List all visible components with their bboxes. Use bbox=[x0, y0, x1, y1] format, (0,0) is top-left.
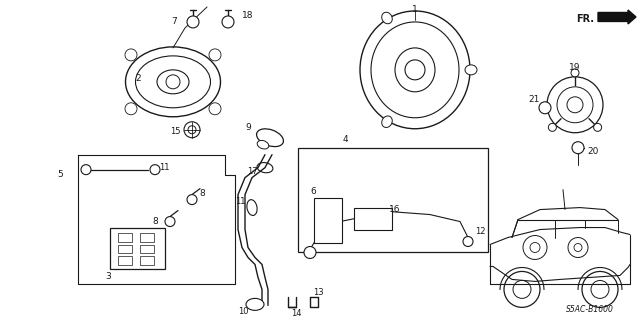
Ellipse shape bbox=[125, 47, 221, 117]
Circle shape bbox=[209, 49, 221, 61]
Circle shape bbox=[187, 16, 199, 28]
Bar bbox=[140, 244, 154, 254]
Text: S5AC-B1600: S5AC-B1600 bbox=[566, 305, 614, 314]
Circle shape bbox=[187, 195, 197, 204]
Text: 18: 18 bbox=[243, 11, 253, 20]
Ellipse shape bbox=[381, 116, 392, 128]
Text: 15: 15 bbox=[170, 127, 180, 136]
Circle shape bbox=[571, 69, 579, 77]
Circle shape bbox=[574, 243, 582, 251]
Bar bbox=[118, 244, 132, 254]
Ellipse shape bbox=[381, 12, 392, 24]
Circle shape bbox=[594, 123, 602, 131]
Ellipse shape bbox=[136, 56, 211, 108]
Bar bbox=[298, 148, 488, 252]
Circle shape bbox=[150, 165, 160, 174]
Text: 12: 12 bbox=[475, 227, 485, 236]
Text: FR.: FR. bbox=[576, 14, 594, 24]
Ellipse shape bbox=[257, 129, 284, 147]
Ellipse shape bbox=[247, 200, 257, 216]
Bar bbox=[118, 233, 132, 241]
Circle shape bbox=[547, 77, 603, 133]
Bar bbox=[314, 197, 342, 242]
Circle shape bbox=[513, 280, 531, 298]
Text: 7: 7 bbox=[171, 18, 177, 26]
Circle shape bbox=[557, 87, 593, 123]
Text: 3: 3 bbox=[105, 272, 111, 281]
Ellipse shape bbox=[360, 11, 470, 129]
Circle shape bbox=[304, 247, 316, 258]
Text: 21: 21 bbox=[528, 95, 540, 104]
Circle shape bbox=[548, 123, 556, 131]
Bar bbox=[140, 256, 154, 265]
Circle shape bbox=[463, 236, 473, 247]
Ellipse shape bbox=[465, 65, 477, 75]
Circle shape bbox=[81, 165, 91, 174]
Text: 19: 19 bbox=[569, 63, 580, 72]
Text: 1: 1 bbox=[412, 5, 418, 14]
Text: 17: 17 bbox=[246, 167, 257, 176]
Circle shape bbox=[530, 242, 540, 252]
Bar bbox=[118, 256, 132, 265]
Text: 11: 11 bbox=[235, 197, 245, 206]
Text: 2: 2 bbox=[135, 74, 141, 83]
Text: 6: 6 bbox=[310, 187, 316, 196]
Circle shape bbox=[567, 97, 583, 113]
Text: 20: 20 bbox=[588, 147, 598, 156]
Text: 16: 16 bbox=[389, 205, 401, 214]
Circle shape bbox=[188, 126, 196, 134]
Ellipse shape bbox=[246, 298, 264, 310]
Bar bbox=[110, 227, 165, 270]
Circle shape bbox=[591, 280, 609, 298]
Circle shape bbox=[568, 238, 588, 257]
Circle shape bbox=[125, 103, 137, 115]
Circle shape bbox=[523, 235, 547, 259]
Ellipse shape bbox=[371, 22, 459, 118]
Text: 8: 8 bbox=[152, 217, 158, 226]
Text: 9: 9 bbox=[245, 123, 251, 132]
Circle shape bbox=[572, 142, 584, 154]
Ellipse shape bbox=[157, 70, 189, 94]
Text: 14: 14 bbox=[291, 309, 301, 318]
Circle shape bbox=[165, 217, 175, 226]
Text: 4: 4 bbox=[342, 135, 348, 144]
Circle shape bbox=[125, 49, 137, 61]
Circle shape bbox=[166, 75, 180, 89]
Text: 13: 13 bbox=[313, 288, 323, 297]
Text: 8: 8 bbox=[199, 189, 205, 198]
Bar bbox=[354, 208, 392, 230]
FancyArrow shape bbox=[598, 10, 636, 24]
Text: 5: 5 bbox=[57, 170, 63, 179]
Circle shape bbox=[222, 16, 234, 28]
Text: 11: 11 bbox=[159, 163, 169, 172]
Ellipse shape bbox=[257, 163, 273, 173]
Ellipse shape bbox=[257, 140, 269, 149]
Ellipse shape bbox=[395, 48, 435, 92]
Circle shape bbox=[209, 103, 221, 115]
Circle shape bbox=[184, 122, 200, 138]
Bar bbox=[140, 233, 154, 241]
Circle shape bbox=[504, 271, 540, 308]
Circle shape bbox=[539, 102, 551, 114]
Circle shape bbox=[582, 271, 618, 308]
Circle shape bbox=[405, 60, 425, 80]
Text: 10: 10 bbox=[237, 307, 248, 316]
